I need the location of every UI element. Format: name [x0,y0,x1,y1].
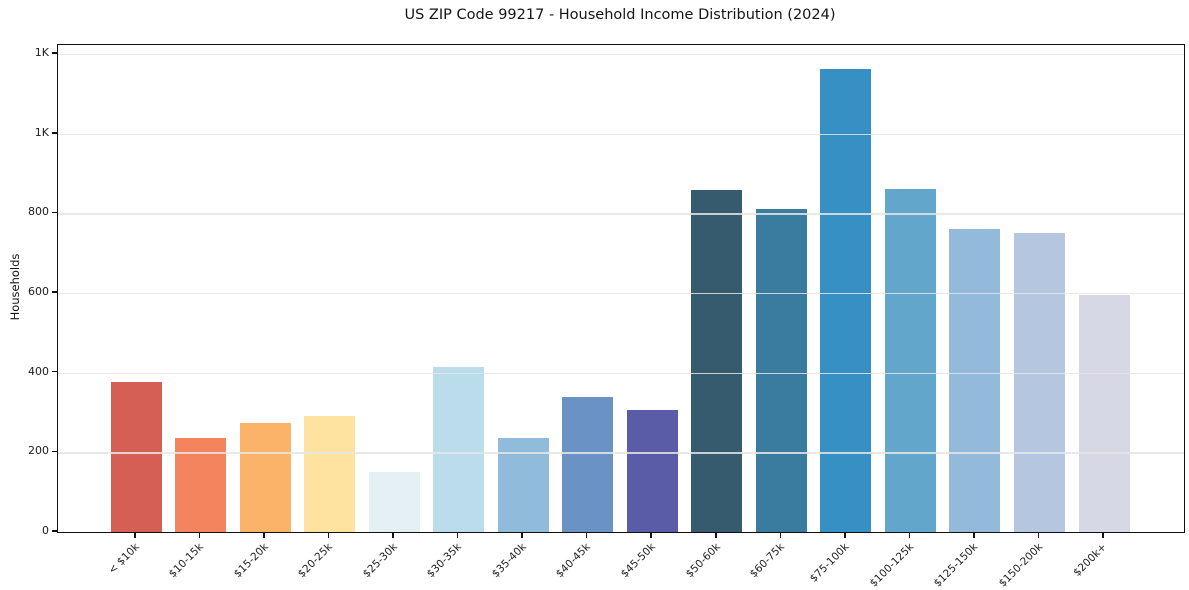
x-tick-label: $15-20k [231,541,271,581]
x-tick-label: < $10k [105,541,142,577]
y-tick-label: 0 [42,524,49,537]
bar [820,69,872,532]
gridline [58,133,1184,135]
x-tick [779,533,782,538]
gridline [58,213,1184,215]
x-tick [715,533,717,538]
y-tick [52,52,57,54]
bar [497,438,549,532]
chart-title: US ZIP Code 99217 - Household Income Dis… [404,7,836,23]
x-tick-label: $75-100k [807,541,852,585]
bar [368,472,420,532]
bar [884,188,936,532]
x-tick [650,533,652,538]
gridline [58,452,1184,454]
x-tick [844,533,846,538]
y-tick-label: 400 [28,364,49,378]
y-tick-label: 1K [34,125,49,139]
x-tick-label: $10-15k [166,541,206,581]
x-tick [134,533,136,538]
x-tick [585,533,588,538]
x-tick-label: $50-60k [683,541,723,581]
bar [175,438,226,532]
y-tick [52,450,57,453]
x-tick-label: $45-50k [618,541,658,581]
bar [304,416,356,532]
x-tick-label: $150-200k [996,541,1045,590]
bar [755,209,807,532]
bar [1078,294,1130,532]
x-tick [198,533,201,538]
x-tick [263,533,265,538]
gridline [58,293,1184,295]
x-tick [392,533,394,538]
x-tick-label: $40-45k [554,541,594,581]
x-tick-label: $200k+ [1071,541,1110,579]
x-tick [1102,533,1104,538]
y-tick [52,132,57,134]
y-tick-label: 800 [28,205,49,219]
x-tick [973,533,975,538]
bar [239,423,291,532]
bar [1013,232,1065,532]
y-tick [52,291,57,293]
y-tick-label: 200 [28,444,49,458]
x-tick [1037,533,1040,538]
x-tick-label: $60-75k [747,541,787,581]
bar [562,397,614,532]
x-tick-label: $125-150k [931,541,981,590]
bar [110,382,162,532]
y-tick-label: 1K [34,46,49,60]
x-tick [908,533,911,538]
bar [691,190,743,532]
x-tick-label: $35-40k [489,541,529,581]
x-tick [327,533,330,538]
x-tick [521,533,523,538]
x-tick-label: $100-125k [867,541,916,590]
x-tick-label: $30-35k [425,541,465,581]
y-tick-label: 600 [28,285,49,299]
y-tick [52,211,57,214]
bar [433,367,485,532]
bar [949,229,1001,532]
bar [626,409,678,532]
x-tick [456,533,459,538]
y-tick [52,530,57,532]
x-tick-label: $20-25k [296,541,336,581]
plot-area [57,44,1185,533]
y-tick [52,370,57,373]
gridline [58,372,1184,374]
x-tick-label: $25-30k [360,541,400,581]
gridline [58,54,1184,56]
